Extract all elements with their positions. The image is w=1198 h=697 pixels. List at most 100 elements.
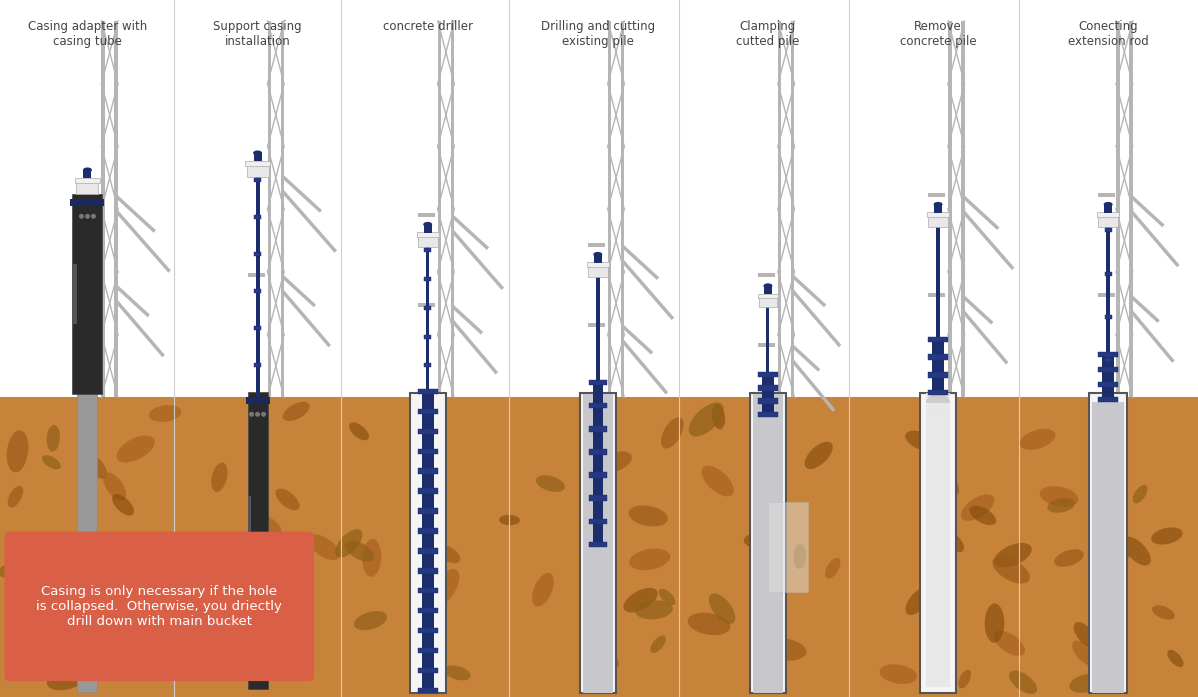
Bar: [767, 307, 769, 397]
Ellipse shape: [689, 402, 724, 436]
Bar: [75, 178, 99, 183]
Bar: [758, 399, 778, 404]
Bar: [621, 21, 624, 397]
Bar: [758, 412, 778, 418]
Ellipse shape: [7, 486, 23, 507]
Bar: [588, 403, 607, 408]
Bar: [961, 21, 964, 397]
Ellipse shape: [906, 431, 938, 452]
Bar: [594, 255, 601, 263]
Bar: [254, 289, 261, 293]
Bar: [424, 225, 431, 233]
Bar: [418, 429, 437, 434]
Ellipse shape: [211, 463, 228, 492]
Bar: [418, 548, 437, 553]
Ellipse shape: [1106, 580, 1126, 621]
Ellipse shape: [362, 539, 381, 576]
Bar: [948, 21, 951, 397]
Ellipse shape: [993, 631, 1025, 656]
Bar: [410, 393, 446, 693]
Bar: [72, 264, 77, 324]
Ellipse shape: [926, 393, 950, 413]
Circle shape: [92, 215, 96, 218]
Bar: [426, 247, 429, 397]
Ellipse shape: [431, 569, 459, 606]
Bar: [762, 377, 774, 418]
Ellipse shape: [635, 600, 673, 620]
Ellipse shape: [1103, 202, 1113, 207]
Bar: [246, 584, 270, 592]
Bar: [78, 193, 95, 197]
Ellipse shape: [46, 569, 78, 589]
Ellipse shape: [116, 436, 155, 463]
Ellipse shape: [47, 666, 89, 690]
Bar: [246, 161, 270, 167]
Bar: [588, 426, 607, 431]
Bar: [764, 286, 772, 294]
Ellipse shape: [335, 529, 363, 558]
Ellipse shape: [349, 422, 369, 441]
Ellipse shape: [532, 573, 553, 606]
Bar: [424, 363, 431, 367]
Bar: [607, 21, 611, 397]
Bar: [1105, 272, 1112, 275]
Ellipse shape: [593, 252, 603, 257]
Bar: [248, 273, 265, 277]
Ellipse shape: [1101, 569, 1120, 607]
Bar: [928, 193, 945, 197]
Ellipse shape: [1123, 537, 1151, 565]
Circle shape: [249, 413, 253, 416]
Bar: [597, 277, 599, 382]
Bar: [254, 153, 261, 162]
Bar: [254, 215, 261, 220]
Bar: [1099, 193, 1115, 197]
Bar: [115, 21, 117, 397]
Bar: [72, 194, 103, 395]
Bar: [758, 296, 778, 307]
Bar: [280, 21, 284, 397]
Circle shape: [262, 413, 266, 416]
Bar: [588, 323, 605, 328]
Ellipse shape: [805, 442, 833, 469]
Ellipse shape: [933, 202, 943, 207]
Ellipse shape: [1019, 429, 1055, 450]
Bar: [1099, 293, 1115, 298]
Text: Support casing
installation: Support casing installation: [213, 20, 302, 48]
Ellipse shape: [0, 562, 29, 579]
Bar: [928, 355, 948, 360]
Bar: [77, 181, 98, 194]
Ellipse shape: [7, 430, 29, 473]
Bar: [255, 177, 260, 397]
Ellipse shape: [435, 544, 460, 563]
Bar: [418, 489, 437, 494]
Ellipse shape: [1152, 606, 1175, 620]
Ellipse shape: [253, 151, 262, 155]
Ellipse shape: [75, 638, 86, 659]
Bar: [418, 648, 437, 653]
Ellipse shape: [444, 666, 471, 680]
Ellipse shape: [985, 604, 1004, 643]
Ellipse shape: [961, 494, 994, 521]
Bar: [758, 372, 778, 377]
Ellipse shape: [42, 455, 61, 469]
Ellipse shape: [763, 283, 773, 289]
Bar: [587, 262, 609, 267]
Bar: [246, 397, 270, 404]
Bar: [1105, 358, 1112, 362]
Ellipse shape: [709, 593, 736, 624]
Ellipse shape: [1009, 671, 1037, 694]
Ellipse shape: [104, 654, 126, 669]
Ellipse shape: [1040, 486, 1078, 507]
Ellipse shape: [879, 664, 916, 684]
Ellipse shape: [969, 506, 997, 526]
Ellipse shape: [140, 614, 174, 636]
Ellipse shape: [423, 222, 432, 227]
Ellipse shape: [1047, 498, 1075, 513]
Ellipse shape: [629, 505, 668, 526]
Bar: [1105, 205, 1112, 213]
Bar: [418, 608, 437, 613]
Ellipse shape: [428, 559, 440, 583]
Ellipse shape: [1099, 392, 1118, 413]
Ellipse shape: [1072, 641, 1097, 666]
Bar: [254, 252, 261, 256]
